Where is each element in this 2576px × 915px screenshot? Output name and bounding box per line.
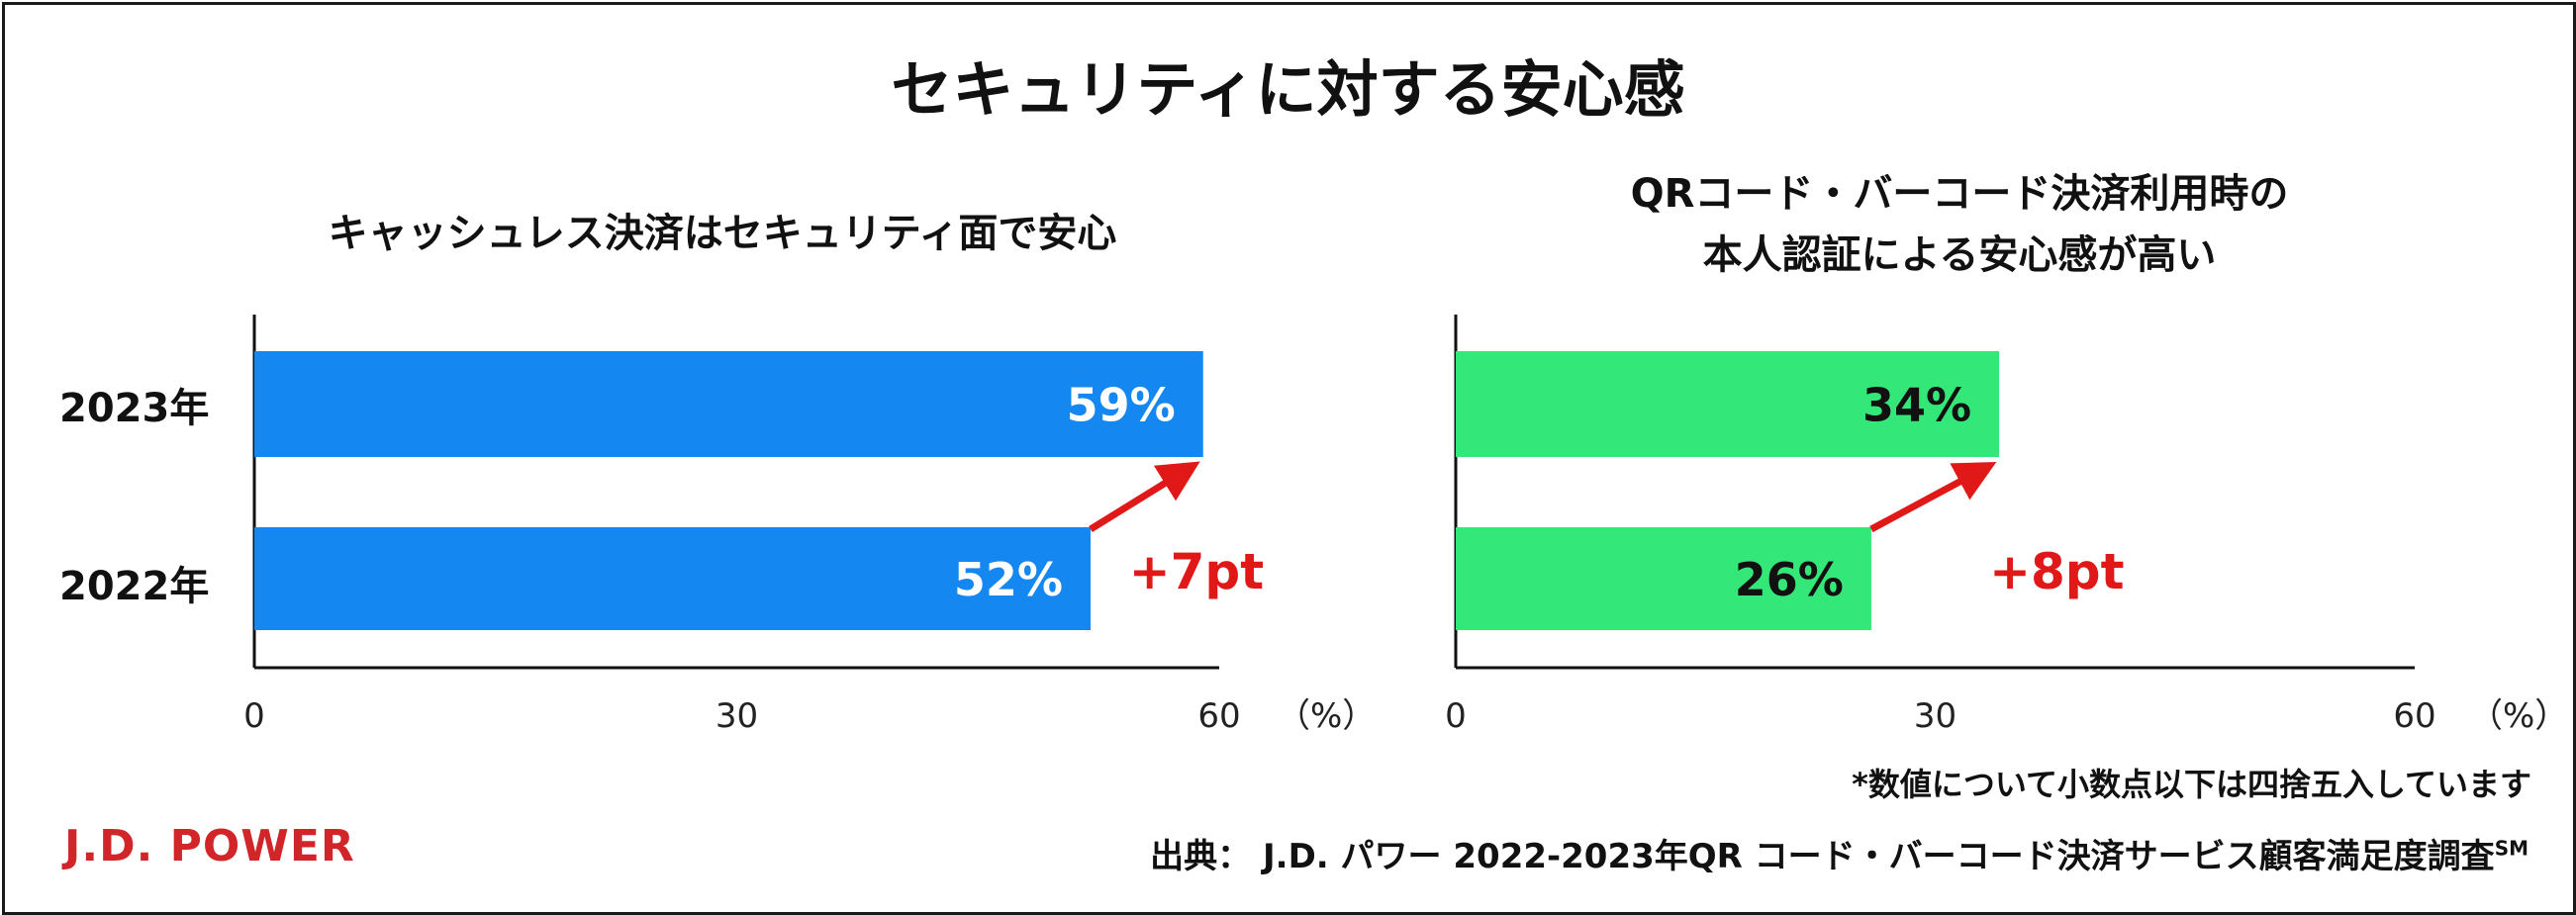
bar-value-label: 26% [1735,553,1844,606]
x-tick-label: 0 [243,696,265,736]
x-tick-label: 0 [1445,696,1467,736]
bar-2023年 [1456,351,2000,457]
jd-power-logo: J.D. POWER [64,821,355,871]
bar-value-label: 34% [1862,379,1971,432]
right-chart-subtitle: QRコード・バーコード決済利用時の 本人認証による安心感が高い [1435,163,2484,286]
category-label-2022: 2022年 [59,564,210,609]
service-mark: SM [2494,836,2528,861]
change-label: +8pt [1989,543,2124,600]
page-title: セキュリティに対する安心感 [891,53,1685,126]
bar-2022年 [1456,527,1871,630]
right-chart-subtitle-line-1: QRコード・バーコード決済利用時の [1630,171,2289,217]
category-label-2023: 2023年 [59,386,210,431]
x-tick-label: 60 [1197,696,1240,736]
bar-2022年 [254,527,1091,630]
change-arrow [1869,462,1997,533]
rounding-note: *数値について小数点以下は四捨五入しています [1852,766,2531,803]
source-text: 出典： J.D. パワー 2022-2023年QR コード・バーコード決済サービ… [1150,837,2495,876]
bar-value-label: 59% [1067,379,1176,432]
left-chart-subtitle-line: キャッシュレス決済はセキュリティ面で安心 [328,211,1117,256]
change-label: +7pt [1129,543,1264,600]
right-chart-subtitle-line-2: 本人認証による安心感が高い [1702,232,2217,278]
bar-2023年 [254,351,1203,457]
x-tick-label: 30 [1914,696,1956,736]
x-tick-label: 60 [2393,696,2435,736]
x-unit-label: （%） [2469,696,2568,736]
bar-value-label: 52% [954,553,1063,606]
x-tick-label: 30 [716,696,758,736]
left-chart-subtitle: キャッシュレス決済はセキュリティ面で安心 [198,203,1247,264]
x-unit-label: （%） [1277,696,1376,736]
source-citation: 出典： J.D. パワー 2022-2023年QR コード・バーコード決済サービ… [1150,829,2528,877]
change-arrow [1089,461,1200,532]
